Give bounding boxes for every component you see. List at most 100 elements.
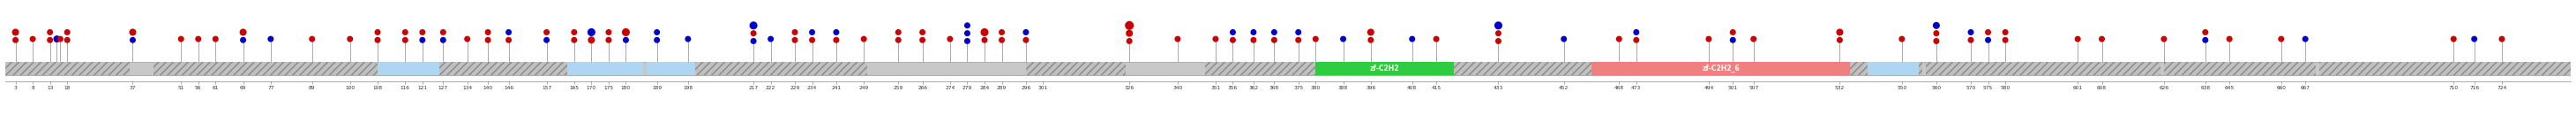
- Point: [734, 40, 775, 42]
- Point: [554, 31, 595, 33]
- Point: [446, 38, 487, 40]
- Bar: [1206, 62, 1316, 75]
- Point: [1819, 31, 1860, 33]
- Bar: [5, 62, 129, 75]
- Point: [1108, 40, 1149, 42]
- Point: [384, 31, 425, 33]
- Point: [402, 39, 443, 41]
- Point: [13, 38, 54, 40]
- Point: [963, 39, 1005, 41]
- Point: [2262, 38, 2303, 40]
- Point: [1479, 32, 1520, 34]
- Point: [250, 38, 291, 40]
- Point: [1213, 31, 1255, 33]
- Point: [1713, 39, 1754, 41]
- Bar: [1316, 62, 1453, 75]
- Point: [791, 31, 832, 33]
- Point: [1278, 39, 1319, 41]
- Point: [948, 32, 989, 34]
- Point: [902, 39, 943, 41]
- Point: [46, 31, 88, 33]
- Point: [1417, 38, 1458, 40]
- Point: [605, 31, 647, 33]
- Point: [291, 38, 332, 40]
- Point: [36, 38, 77, 40]
- Point: [1615, 31, 1656, 33]
- Bar: [1592, 62, 1850, 75]
- Point: [572, 39, 613, 41]
- Point: [750, 38, 791, 40]
- Bar: [440, 62, 567, 75]
- Point: [1278, 31, 1319, 33]
- Point: [1321, 38, 1363, 40]
- Bar: [567, 62, 644, 75]
- Point: [466, 39, 507, 41]
- Point: [1195, 38, 1236, 40]
- Bar: [696, 62, 868, 75]
- Point: [196, 38, 237, 40]
- Point: [930, 38, 971, 40]
- Point: [981, 31, 1023, 33]
- Point: [487, 31, 528, 33]
- Point: [222, 39, 263, 41]
- Point: [636, 39, 677, 41]
- Point: [1005, 31, 1046, 33]
- Point: [981, 39, 1023, 41]
- Point: [734, 24, 775, 27]
- Point: [384, 39, 425, 41]
- Point: [422, 39, 464, 41]
- Text: zf-C2H2: zf-C2H2: [1370, 65, 1399, 73]
- Point: [1880, 38, 1922, 40]
- Point: [2208, 38, 2249, 40]
- Point: [734, 32, 775, 34]
- Point: [667, 38, 708, 40]
- Bar: [1927, 62, 2161, 75]
- Point: [1157, 38, 1198, 40]
- Point: [46, 39, 88, 41]
- Point: [2432, 38, 2473, 40]
- Point: [1350, 39, 1391, 41]
- Point: [1687, 38, 1728, 40]
- Bar: [647, 62, 696, 75]
- Point: [1917, 32, 1958, 34]
- Point: [1984, 39, 2025, 41]
- Point: [636, 31, 677, 33]
- Point: [1968, 31, 2009, 33]
- Point: [1984, 31, 2025, 33]
- Point: [1819, 39, 1860, 41]
- Point: [39, 38, 80, 40]
- Point: [1479, 40, 1520, 42]
- Point: [1600, 38, 1641, 40]
- Point: [1734, 38, 1775, 40]
- Point: [554, 39, 595, 41]
- Point: [422, 31, 464, 33]
- Bar: [2318, 62, 2571, 75]
- Bar: [1025, 62, 1126, 75]
- Point: [487, 39, 528, 41]
- Point: [775, 39, 817, 41]
- Point: [1543, 38, 1584, 40]
- Point: [466, 31, 507, 33]
- Point: [0, 39, 36, 41]
- Bar: [379, 62, 440, 75]
- Point: [878, 31, 920, 33]
- Point: [113, 31, 155, 33]
- Point: [402, 31, 443, 33]
- Point: [1255, 39, 1296, 41]
- Point: [178, 38, 219, 40]
- Point: [963, 31, 1005, 33]
- Point: [1296, 38, 1337, 40]
- Point: [358, 39, 399, 41]
- Point: [1255, 31, 1296, 33]
- Point: [948, 40, 989, 42]
- Point: [28, 31, 70, 33]
- Point: [1950, 31, 1991, 33]
- Point: [330, 38, 371, 40]
- Point: [902, 31, 943, 33]
- Point: [2058, 38, 2099, 40]
- Point: [1005, 39, 1046, 41]
- Point: [0, 31, 36, 33]
- Point: [1234, 39, 1275, 41]
- Point: [587, 31, 629, 33]
- Point: [817, 31, 858, 33]
